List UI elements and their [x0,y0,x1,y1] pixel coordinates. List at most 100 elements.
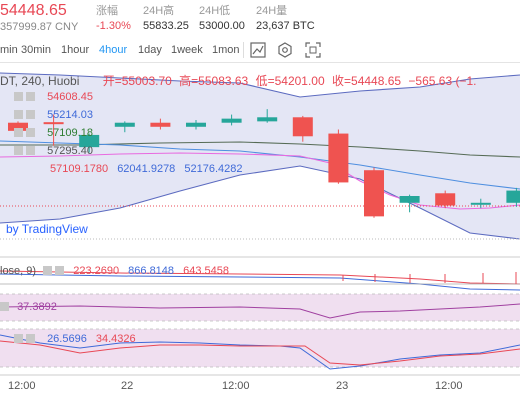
open-label: 开= [102,74,122,88]
candle-body [328,133,349,183]
ma1-value: 54608.45 [47,91,93,103]
ma2-legend: 55214.03 [14,109,93,121]
x-axis-label: 23 [336,380,349,392]
bollinger-legend: 57109.1780 62041.9278 52176.4282 [50,163,243,175]
close-box-icon[interactable] [0,302,9,311]
settings-box-icon[interactable] [14,146,23,155]
change-value: -1.30% [96,20,131,32]
rsi-value: 37.3892 [17,301,57,313]
kdj-band [0,329,520,367]
candle-body [435,193,456,206]
close-value: 54448.65 [351,74,402,88]
interval-30min[interactable]: 30min [21,44,51,56]
interval-1day[interactable]: 1day [138,44,162,56]
candle-body [506,190,520,203]
rsi-legend: 37.3892 [0,301,57,313]
low-value: 53000.00 [199,20,245,32]
ma2-value: 55214.03 [47,109,93,121]
close-box-icon[interactable] [26,146,35,155]
ma4-value: 57295.40 [47,145,93,157]
x-axis-label: 12:00 [435,380,463,392]
fullscreen-icon[interactable] [304,41,322,59]
candle-body [114,122,135,127]
candle-body [8,122,28,131]
bollinger-band-fill [0,73,520,239]
stat-low: 24H低 53000.00 [199,4,245,34]
settings-hex-icon[interactable] [276,41,294,59]
macd-value-2: 866.8148 [128,265,175,277]
high-value: 55833.25 [143,20,189,32]
ma3-value: 57109.18 [47,127,93,139]
volume-label: 24H量 [256,5,288,17]
rsi-line [0,303,520,319]
macd-value-1: 223.2690 [73,265,120,277]
cny-price: 357999.87 CNY [0,21,79,33]
close-box-icon[interactable] [26,110,35,119]
candle-body [292,117,313,137]
close-box-icon[interactable] [26,334,35,343]
bollinger-lower-line [0,165,520,240]
interval-4hour[interactable]: 4hour [99,44,128,56]
candlestick-series [8,109,520,218]
ohlc-legend: DT, 240, Huobi 开=55003.70 高=55083.63 低=5… [0,72,476,89]
bb-mid-value: 62041.9278 [117,163,176,175]
bb-upper-value: 57109.1780 [50,163,109,175]
stat-volume: 24H量 23,637 BTC [256,4,315,34]
close-box-icon[interactable] [26,128,35,137]
macd-legend: lose, 9) 223.2690 866.8148 643.5458 [0,265,229,277]
candle-body [43,122,64,125]
volume-value: 23,637 BTC [256,20,315,32]
candle-style-icon[interactable] [249,41,267,59]
symbol-label: DT, 240, Huobi [0,74,80,88]
ma1-legend: 54608.45 [14,91,93,103]
low-value: 54201.00 [274,74,325,88]
close-label: 收= [332,74,352,88]
kdj-value-1: 26.5696 [47,333,87,345]
settings-box-icon[interactable] [14,110,23,119]
high-value: 55083.63 [198,74,249,88]
interval-1mon[interactable]: 1mon [212,44,240,56]
candle-body [399,196,420,203]
candle-body [186,122,206,127]
macd-label: lose, 9) [0,265,37,277]
chart-toolbar: min 30min 1hour 4hour 1day 1week 1mon [0,38,520,63]
price-chart[interactable] [0,63,520,400]
bb-lower-value: 52176.4282 [184,163,243,175]
ma4-legend: 57295.40 [14,145,93,157]
settings-box-icon[interactable] [14,92,23,101]
macd-line-red [0,270,520,285]
x-axis-label: 12:00 [222,380,250,392]
interval-1hour[interactable]: 1hour [61,44,90,56]
change-label: 涨幅 [96,5,118,17]
toolbar-divider [243,42,244,58]
candle-body [364,170,384,217]
candle-body [470,202,491,205]
high-label: 24H高 [143,5,175,17]
macd-value-3: 643.5458 [183,265,229,277]
open-value: 55003.70 [121,74,172,88]
stat-high: 24H高 55833.25 [143,4,189,34]
tradingview-watermark[interactable]: by TradingView [6,222,88,236]
settings-box-icon[interactable] [43,266,53,275]
interval-1min[interactable]: min [0,44,18,56]
bollinger-upper-line [0,72,520,98]
close-box-icon[interactable] [55,266,65,275]
x-axis-label: 12:00 [8,380,36,392]
interval-1week[interactable]: 1week [171,44,203,56]
candle-body [221,118,242,123]
settings-box-icon[interactable] [14,128,23,137]
stat-change: 涨幅 -1.30% [96,4,131,34]
macd-histogram [342,272,517,284]
kdj-value-2: 34.4326 [95,333,136,345]
candle-body [150,122,171,127]
settings-box-icon[interactable] [14,334,23,343]
close-box-icon[interactable] [26,92,35,101]
macd-line-blue [0,273,520,291]
ticker-header: 54448.65 357999.87 CNY 涨幅 -1.30% 24H高 55… [0,0,520,37]
kdj-legend: 26.5696 34.4326 [14,333,136,345]
kdj-line-red [0,340,520,366]
last-price: 54448.65 [0,2,67,19]
high-label: 高= [179,74,199,88]
chart-area[interactable]: DT, 240, Huobi 开=55003.70 高=55083.63 低=5… [0,63,520,400]
x-axis-label: 22 [121,380,134,392]
